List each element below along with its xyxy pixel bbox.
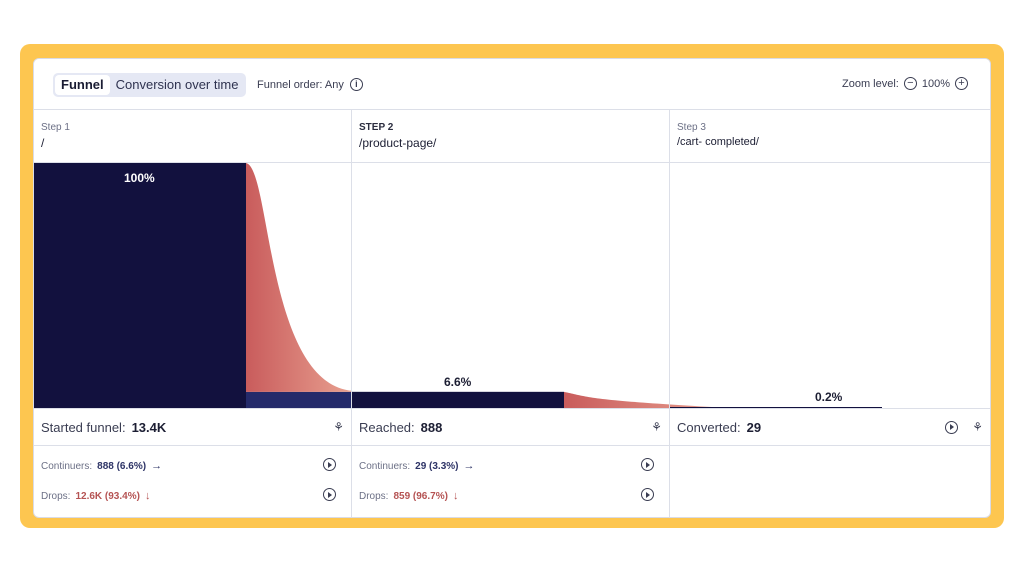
step-header-2: STEP 2 /product-page/ <box>352 109 669 163</box>
view-toggle: Funnel Conversion over time <box>53 73 247 97</box>
zoom-out-icon[interactable]: − <box>903 77 917 90</box>
tab-conversion-over-time[interactable]: Conversion over time <box>115 77 239 92</box>
step-summary: Reached: 888 ⚘ <box>352 408 669 446</box>
drop-off-curve <box>246 163 352 392</box>
drops-row: Drops: 12.6K (93.4%) ↓ <box>41 488 336 504</box>
funnel-card: Funnel Conversion over time Funnel order… <box>33 58 991 518</box>
tree-icon[interactable]: ⚘ <box>972 420 983 434</box>
step-percent: 100% <box>124 171 155 185</box>
step-label: Step 1 <box>41 122 70 133</box>
play-circle-icon[interactable] <box>641 488 654 501</box>
step-column-2: STEP 2 /product-page/ 6.6% Reached: 888 … <box>352 109 670 517</box>
play-circle-icon[interactable] <box>945 420 959 434</box>
funnel-chart <box>34 163 882 408</box>
zoom-in-icon[interactable]: + <box>955 77 968 90</box>
drops-label: Drops: <box>41 490 71 502</box>
continuers-label: Continuers: <box>359 460 411 472</box>
funnel-bar <box>670 407 882 408</box>
play-circle-icon[interactable] <box>323 488 336 501</box>
step-path: /product-page/ <box>359 136 437 150</box>
summary-label: Started funnel: <box>41 419 126 435</box>
funnel-bar <box>34 163 246 408</box>
arrow-right-icon: → <box>151 460 163 472</box>
arrow-down-icon: ↓ <box>144 490 151 502</box>
step-label: Step 3 <box>677 122 706 133</box>
summary-label: Reached: <box>359 419 415 435</box>
zoom-control: Zoom level: − 100% + <box>842 77 968 90</box>
step-path: /cart- completed/ <box>677 136 759 148</box>
continuers-value: 888 (6.6%) <box>97 460 147 472</box>
summary-label: Converted: <box>677 419 741 435</box>
step-header-1: Step 1 / <box>34 109 351 163</box>
drops-row: Drops: 859 (96.7%) ↓ <box>359 488 654 504</box>
tree-icon[interactable]: ⚘ <box>333 420 344 434</box>
step-path: / <box>41 136 45 150</box>
arrow-down-icon: ↓ <box>452 490 459 502</box>
step-summary: Started funnel: 13.4K ⚘ <box>34 408 351 446</box>
summary-value: 29 <box>746 419 762 435</box>
toolbar: Funnel Conversion over time Funnel order… <box>34 59 990 110</box>
zoom-value: 100% <box>921 77 950 90</box>
continuers-value: 29 (3.3%) <box>415 460 459 472</box>
drops-label: Drops: <box>359 490 389 502</box>
continuers-label: Continuers: <box>41 460 93 472</box>
step-percent: 0.2% <box>815 390 843 404</box>
info-icon[interactable]: i <box>349 78 363 91</box>
summary-value: 888 <box>420 419 443 435</box>
drop-off-curve <box>564 391 730 408</box>
play-circle-icon[interactable] <box>323 458 336 471</box>
step-percent: 6.6% <box>444 375 472 389</box>
drops-value: 859 (96.7%) <box>393 490 448 502</box>
tree-icon[interactable]: ⚘ <box>651 420 662 434</box>
step-header-3: Step 3 /cart- completed/ <box>670 109 990 163</box>
zoom-label: Zoom level: <box>842 77 899 90</box>
continuers-row: Continuers: 29 (3.3%) → <box>359 458 654 474</box>
step-label: STEP 2 <box>359 122 394 133</box>
step-column-3: Step 3 /cart- completed/ 0.2% Converted:… <box>670 109 990 517</box>
funnel-order: Funnel order: Any i <box>257 78 363 91</box>
summary-value: 13.4K <box>131 419 167 435</box>
arrow-right-icon: → <box>463 460 475 472</box>
funnel-bar <box>352 391 564 408</box>
continuer-band <box>246 391 352 408</box>
step-column-1: Step 1 / 100% Started funnel: 13.4K ⚘ Co… <box>34 109 352 517</box>
step-summary: Converted: 29 ⚘ <box>670 408 990 446</box>
continuers-row: Continuers: 888 (6.6%) → <box>41 458 336 474</box>
tab-funnel[interactable]: Funnel <box>55 75 110 95</box>
play-circle-icon[interactable] <box>641 458 654 471</box>
funnel-order-label[interactable]: Funnel order: Any <box>257 78 344 91</box>
drops-value: 12.6K (93.4%) <box>75 490 140 502</box>
